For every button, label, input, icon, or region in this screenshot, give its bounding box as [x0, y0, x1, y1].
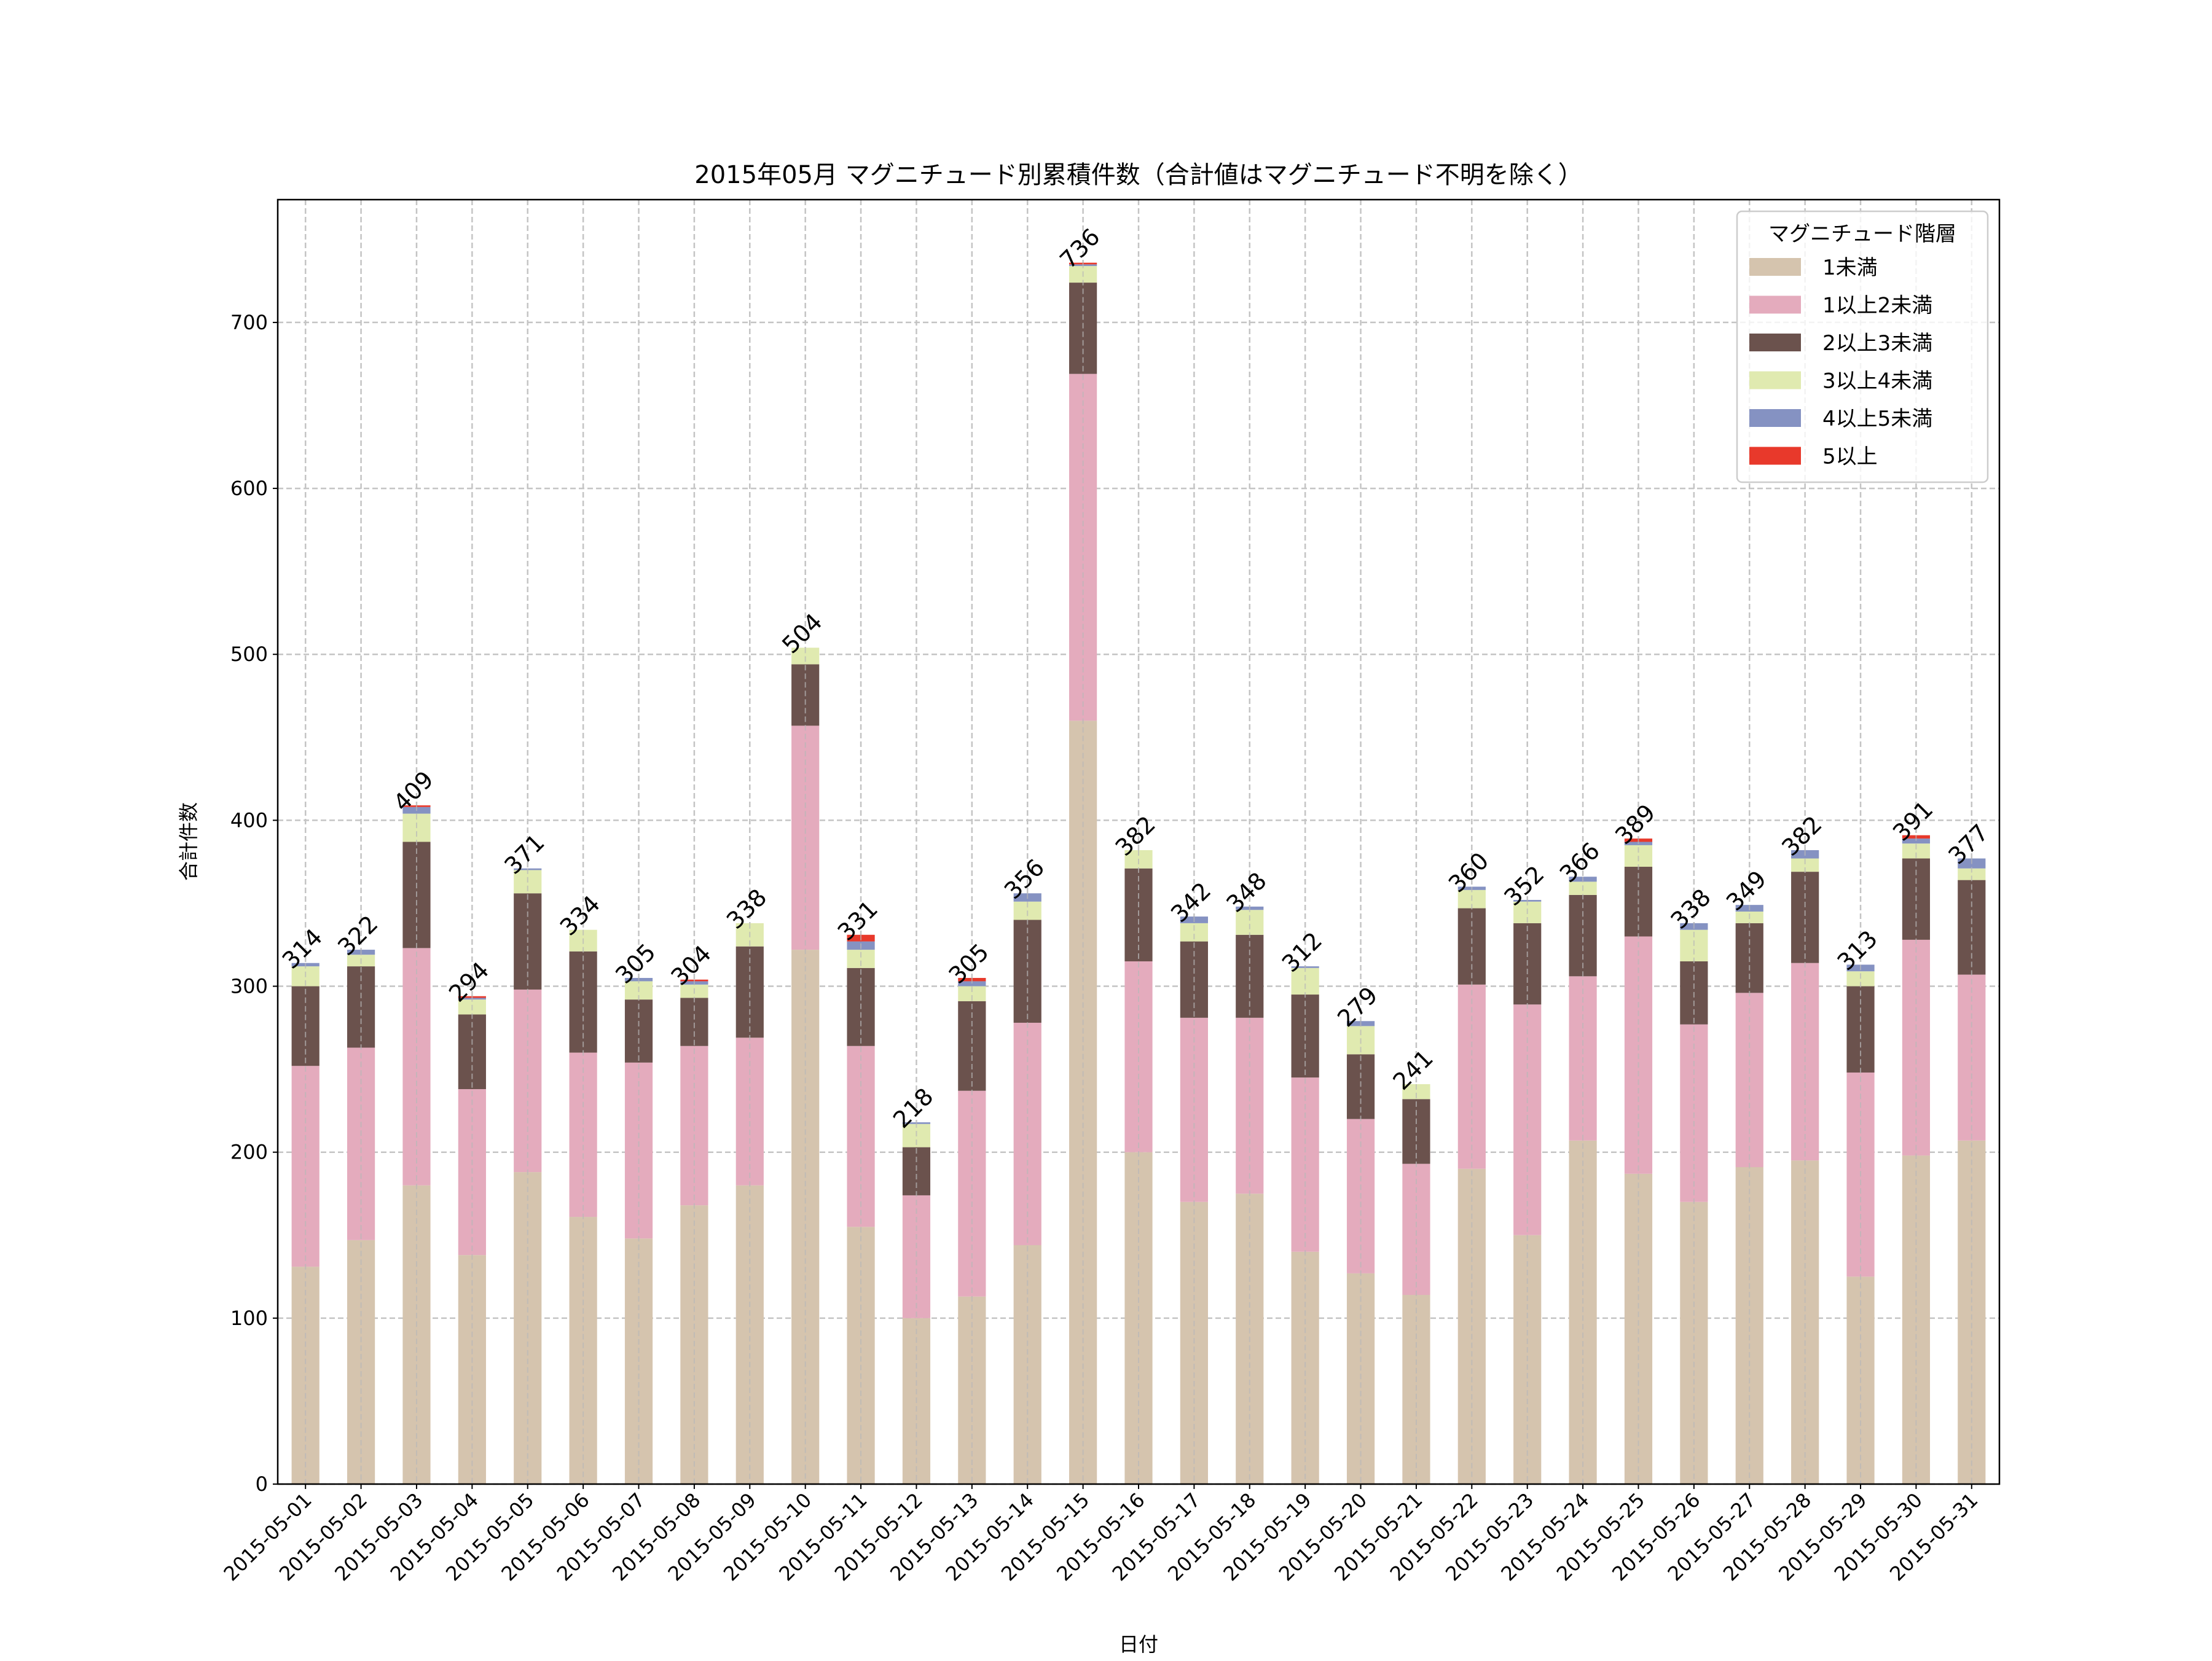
- bar-segment: [1902, 838, 1931, 844]
- legend-swatch: [1749, 447, 1801, 465]
- y-tick-label: 700: [230, 311, 268, 334]
- y-axis: 0 100 200 300 400 500 600 700: [230, 311, 278, 1496]
- bar-segment: [735, 1038, 764, 1186]
- legend-swatch: [1749, 295, 1801, 314]
- legend-swatch: [1749, 258, 1801, 276]
- legend-swatch: [1749, 334, 1801, 351]
- total-label: 349: [1721, 866, 1771, 916]
- bar-segment: [680, 998, 708, 1046]
- total-label: 371: [499, 829, 549, 879]
- total-label: 348: [1221, 867, 1271, 917]
- total-label: 312: [1277, 927, 1327, 977]
- y-tick-label: 0: [256, 1472, 268, 1496]
- total-label: 342: [1166, 877, 1216, 928]
- bar-segment: [1291, 967, 1319, 995]
- total-label: 322: [332, 910, 383, 961]
- y-tick-label: 100: [230, 1307, 268, 1330]
- y-tick-label: 200: [230, 1141, 268, 1164]
- bar-segment: [1236, 910, 1264, 935]
- total-label: 305: [943, 939, 994, 989]
- total-label: 218: [888, 1083, 938, 1133]
- y-tick-label: 500: [230, 643, 268, 666]
- chart-title: 2015年05月 マグニチュード別累積件数（合計値はマグニチュード不明を除く）: [694, 161, 1582, 189]
- legend-label: 3以上4未満: [1822, 369, 1932, 394]
- total-label: 338: [721, 883, 772, 934]
- legend-label: 1未満: [1822, 256, 1878, 280]
- legend-label: 2以上3未満: [1822, 331, 1932, 356]
- total-label: 504: [777, 608, 827, 659]
- total-label: 736: [1054, 223, 1105, 273]
- y-tick-label: 400: [230, 808, 268, 832]
- total-label: 241: [1388, 1045, 1438, 1095]
- total-label: 360: [1443, 847, 1494, 897]
- total-label: 331: [833, 895, 883, 945]
- legend-swatch: [1749, 409, 1801, 427]
- legend-label: 4以上5未満: [1822, 407, 1932, 431]
- legend: マグニチュード階層 1未満 1以上2未満 2以上3未満 3以上4未満 4以上5未満 5以上: [1736, 210, 1989, 483]
- total-label: 338: [1665, 883, 1716, 934]
- x-axis: 2015-05-012015-05-022015-05-032015-05-04…: [219, 1484, 1982, 1585]
- bar-segment: [1291, 1251, 1319, 1484]
- total-label: 391: [1888, 795, 1938, 846]
- y-tick-label: 600: [230, 477, 268, 500]
- total-label: 279: [1332, 982, 1382, 1032]
- total-label: 305: [610, 939, 661, 989]
- total-label: 334: [555, 890, 605, 940]
- legend-swatch: [1749, 371, 1801, 389]
- total-label: 382: [1776, 811, 1827, 861]
- total-label: 294: [444, 956, 494, 1007]
- bar-segment: [1402, 1163, 1430, 1296]
- total-label: 352: [1499, 861, 1549, 911]
- total-label: 313: [1832, 925, 1883, 975]
- total-label: 377: [1943, 819, 1993, 869]
- legend-title: マグニチュード階層: [1768, 222, 1956, 246]
- total-label: 366: [1555, 837, 1605, 888]
- total-label: 314: [277, 923, 327, 974]
- legend-label: 1以上2未満: [1822, 294, 1932, 318]
- bar-segment: [1958, 1140, 1986, 1484]
- total-label: 382: [1110, 811, 1161, 861]
- bar-segment: [1791, 858, 1819, 872]
- legend-label: 5以上: [1822, 445, 1878, 469]
- total-label: 389: [1610, 799, 1660, 850]
- total-label: 356: [999, 854, 1049, 904]
- x-axis-label: 日付: [1119, 1633, 1158, 1656]
- bar-segment: [958, 981, 986, 987]
- y-tick-label: 300: [230, 975, 268, 998]
- bar-segment: [1680, 1202, 1708, 1484]
- total-label: 409: [388, 766, 439, 816]
- y-axis-label: 合計件数: [177, 802, 200, 881]
- bar-segment: [902, 1147, 931, 1195]
- bar-segment: [847, 1227, 875, 1484]
- bars: [291, 262, 1986, 1484]
- bar-segment: [1457, 908, 1486, 985]
- bar-segment: [1958, 868, 1986, 880]
- total-label: 304: [666, 940, 716, 990]
